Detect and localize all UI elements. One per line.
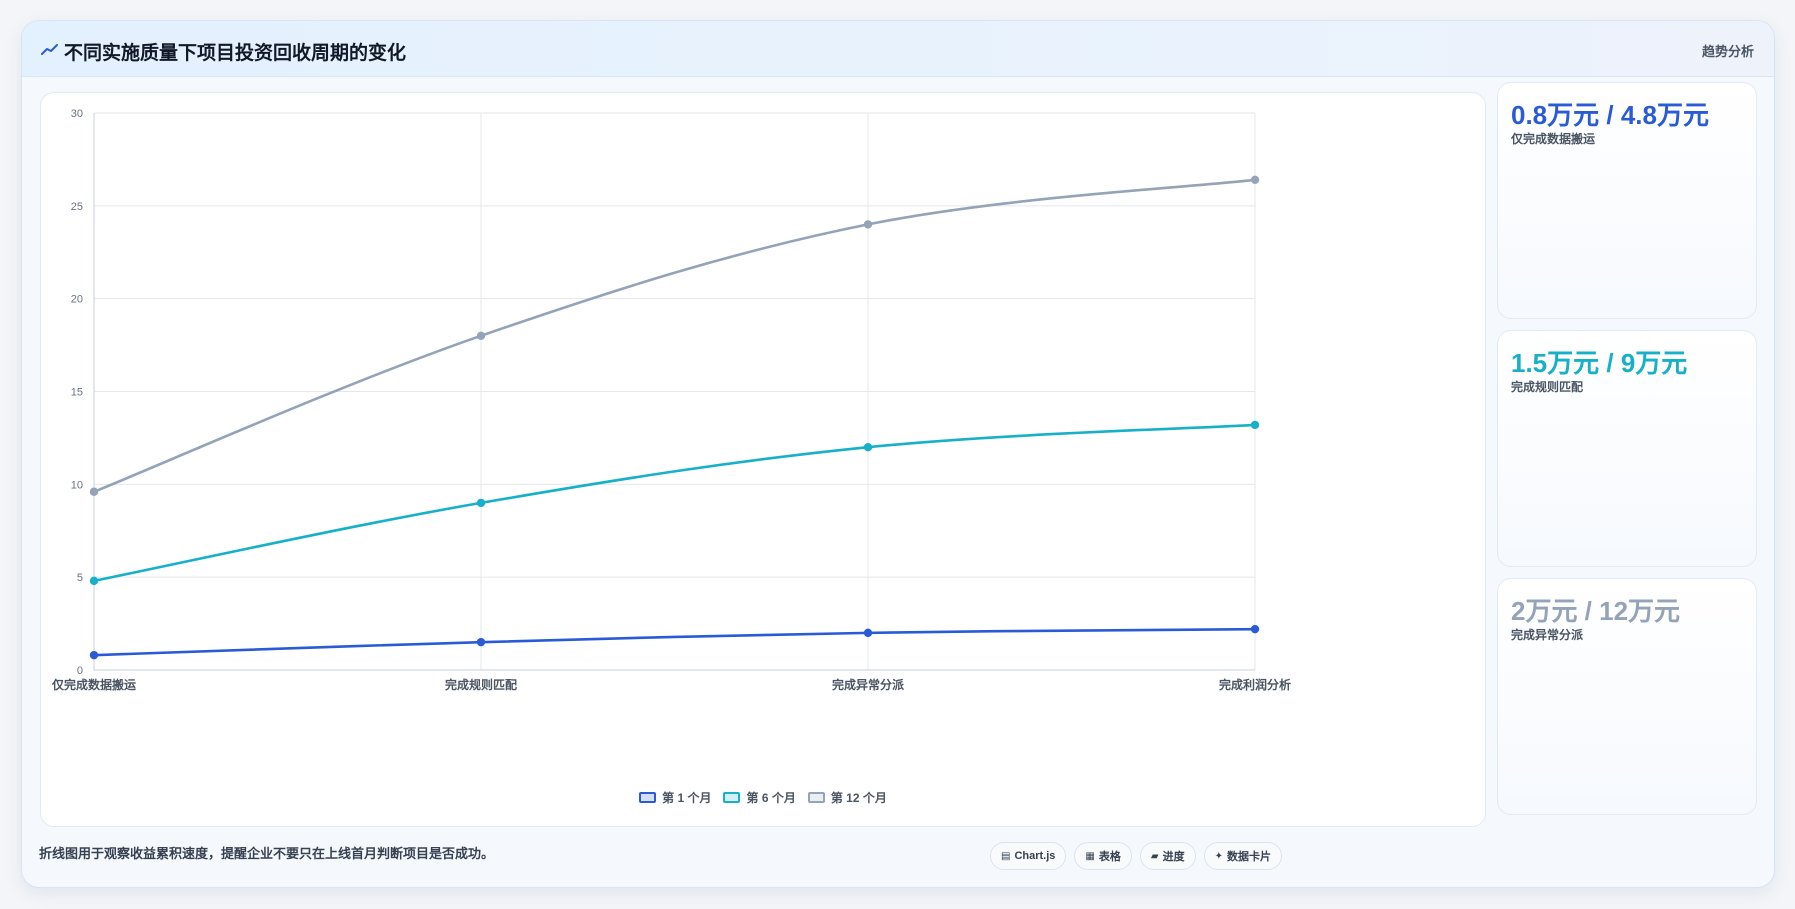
stat-card-1: 0.8万元 / 4.8万元 仅完成数据搬运	[1497, 82, 1757, 319]
chip-label: Chart.js	[1014, 850, 1056, 862]
panel-header: 不同实施质量下项目投资回收周期的变化 趋势分析	[22, 21, 1774, 77]
stat-value: 1.5万元 / 9万元	[1511, 348, 1688, 378]
sparkle-icon: ✦	[1214, 850, 1223, 862]
series-line-3	[92, 178, 1257, 494]
stat-card-2: 1.5万元 / 9万元 完成规则匹配	[1497, 330, 1757, 567]
x-tick-label: 完成规则匹配	[445, 677, 517, 692]
header-badge: 趋势分析	[1701, 44, 1754, 59]
data-point	[1250, 175, 1260, 185]
legend-swatch	[807, 792, 825, 803]
legend-label: 第 12 个月	[830, 791, 887, 805]
trend-icon	[41, 44, 58, 55]
chart-panel: 不同实施质量下项目投资回收周期的变化 趋势分析 0 5 10 15 20 25 30 仅完成数…	[21, 20, 1775, 888]
series-line-1	[92, 627, 1257, 657]
stat-card-3: 2万元 / 12万元 完成异常分派	[1497, 578, 1757, 815]
data-point	[863, 628, 873, 638]
data-point	[1250, 624, 1260, 634]
stat-label: 完成规则匹配	[1511, 380, 1584, 394]
y-tick-label: 5	[77, 572, 83, 584]
progress-icon: ▰	[1150, 850, 1159, 862]
line-chart: 0 5 10 15 20 25 30 仅完成数据搬运 完成规则匹配 完成异常分派 完成利润分析	[51, 108, 1291, 692]
data-point	[476, 331, 486, 340]
legend-item-3[interactable]: 第 12 个月	[807, 789, 887, 806]
legend-swatch	[639, 792, 657, 803]
y-tick-label: 20	[71, 294, 83, 306]
data-point	[89, 650, 99, 660]
chip-table[interactable]: ▦ 表格	[1074, 842, 1132, 870]
legend-label: 第 1 个月	[662, 791, 712, 805]
chip-label: 数据卡片	[1226, 851, 1271, 863]
data-point	[476, 637, 486, 647]
legend-item-2[interactable]: 第 6 个月	[723, 789, 796, 806]
series-line-2	[92, 423, 1257, 583]
data-point	[1250, 420, 1260, 430]
chip-label: 表格	[1098, 851, 1121, 863]
chip-label: 进度	[1162, 851, 1185, 863]
y-tick-label: 30	[71, 108, 83, 120]
chip-row: ▤ Chart.js ▦ 表格 ▰ 进度 ✦ 数据卡片	[990, 842, 1282, 870]
data-point	[89, 576, 99, 586]
stat-value: 2万元 / 12万元	[1511, 596, 1681, 626]
chart-card: 0 5 10 15 20 25 30 仅完成数据搬运 完成规则匹配 完成异常分派 完成利润分析 第 …	[40, 92, 1486, 827]
legend-swatch	[723, 792, 741, 803]
footer-note: 折线图用于观察收益累积速度，提醒企业不要只在上线首月判断项目是否成功。	[39, 846, 495, 861]
stat-label: 仅完成数据搬运	[1511, 132, 1596, 146]
chip-data-cards[interactable]: ✦ 数据卡片	[1203, 842, 1282, 870]
x-tick-label: 仅完成数据搬运	[51, 677, 136, 692]
data-point	[863, 443, 873, 452]
legend-label: 第 6 个月	[746, 791, 796, 805]
y-tick-label: 10	[71, 479, 83, 491]
table-icon: ▦	[1085, 850, 1095, 862]
data-point	[89, 487, 99, 496]
y-tick-label: 25	[71, 201, 83, 213]
chip-chartjs[interactable]: ▤ Chart.js	[990, 842, 1067, 870]
data-point	[863, 220, 873, 229]
y-tick-label: 0	[77, 665, 83, 677]
chart-legend: 第 1 个月 第 6 个月 第 12 个月	[41, 789, 1485, 806]
legend-item-1[interactable]: 第 1 个月	[639, 789, 711, 806]
page-title: 不同实施质量下项目投资回收周期的变化	[64, 43, 407, 64]
stat-label: 完成异常分派	[1511, 628, 1584, 642]
chip-progress[interactable]: ▰ 进度	[1139, 842, 1196, 870]
chart-icon: ▤	[1001, 850, 1011, 862]
x-tick-label: 完成异常分派	[832, 677, 905, 692]
data-point	[476, 498, 486, 508]
y-tick-label: 15	[71, 387, 83, 399]
x-tick-label: 完成利润分析	[1219, 677, 1291, 692]
stat-value: 0.8万元 / 4.8万元	[1511, 100, 1709, 130]
